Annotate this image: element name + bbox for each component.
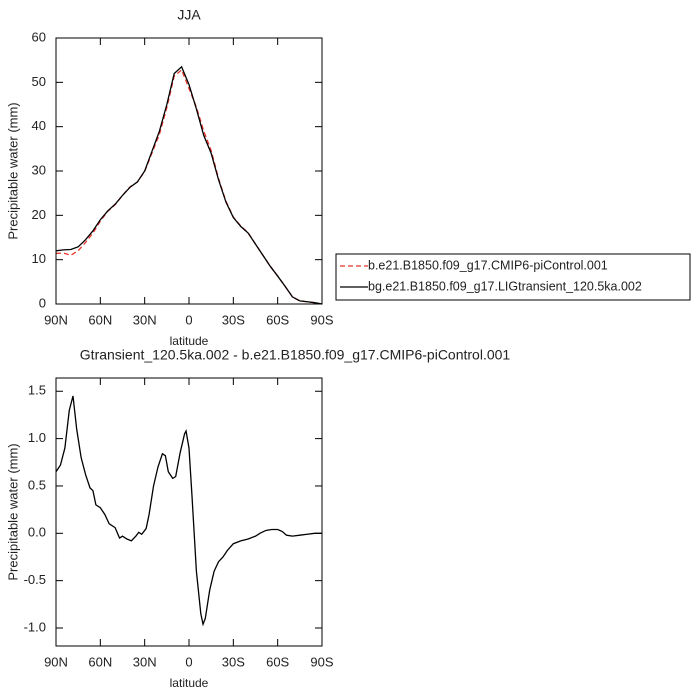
- y-tick-label: 0.0: [28, 525, 46, 540]
- y-tick-label: 40: [32, 118, 46, 133]
- y-tick-label: -1.0: [24, 619, 46, 634]
- legend-box: [335, 253, 691, 301]
- y-tick-label: 20: [32, 207, 46, 222]
- y-tick-label: 60: [32, 29, 46, 44]
- x-tick-label: 90N: [44, 654, 68, 669]
- y-tick-label: -0.5: [24, 572, 46, 587]
- x-tick-label: 30S: [222, 654, 245, 669]
- series-line: [55, 68, 323, 305]
- y-tick-label: 1.0: [28, 430, 46, 445]
- plot-frame: [55, 377, 323, 647]
- legend-label: bg.e21.B1850.f09_g17.LIGtransient_120.5k…: [368, 279, 642, 293]
- y-tick-label: 50: [32, 74, 46, 89]
- x-tick-label: 60S: [266, 654, 289, 669]
- x-tick-label: 0: [185, 654, 192, 669]
- chart-title: JJA: [177, 7, 201, 23]
- x-tick-label: 30N: [133, 654, 157, 669]
- x-tick-label: 30S: [222, 312, 245, 327]
- x-tick-label: 90S: [310, 654, 333, 669]
- x-tick-label: 60N: [88, 312, 112, 327]
- y-axis-label: Precipitable water (mm): [5, 102, 20, 239]
- x-tick-label: 60N: [88, 654, 112, 669]
- x-tick-label: 30N: [133, 312, 157, 327]
- y-tick-label: 30: [32, 162, 46, 177]
- x-tick-label: 90S: [310, 312, 333, 327]
- x-axis-label: latitude: [170, 334, 209, 348]
- x-tick-label: 60S: [266, 312, 289, 327]
- y-tick-label: 0: [39, 295, 46, 310]
- legend-label: b.e21.B1850.f09_g17.CMIP6-piControl.001: [368, 258, 608, 272]
- plot-frame: [55, 37, 323, 305]
- chart-title: Gtransient_120.5ka.002 - b.e21.B1850.f09…: [80, 347, 511, 363]
- y-axis-label: Precipitable water (mm): [5, 443, 20, 580]
- x-axis-label: latitude: [170, 676, 209, 690]
- y-tick-label: 0.5: [28, 477, 46, 492]
- x-tick-label: 90N: [44, 312, 68, 327]
- series-line: [55, 65, 323, 305]
- y-tick-label: 10: [32, 251, 46, 266]
- y-tick-label: 1.5: [28, 383, 46, 398]
- x-tick-label: 0: [185, 312, 192, 327]
- series-line: [55, 395, 322, 627]
